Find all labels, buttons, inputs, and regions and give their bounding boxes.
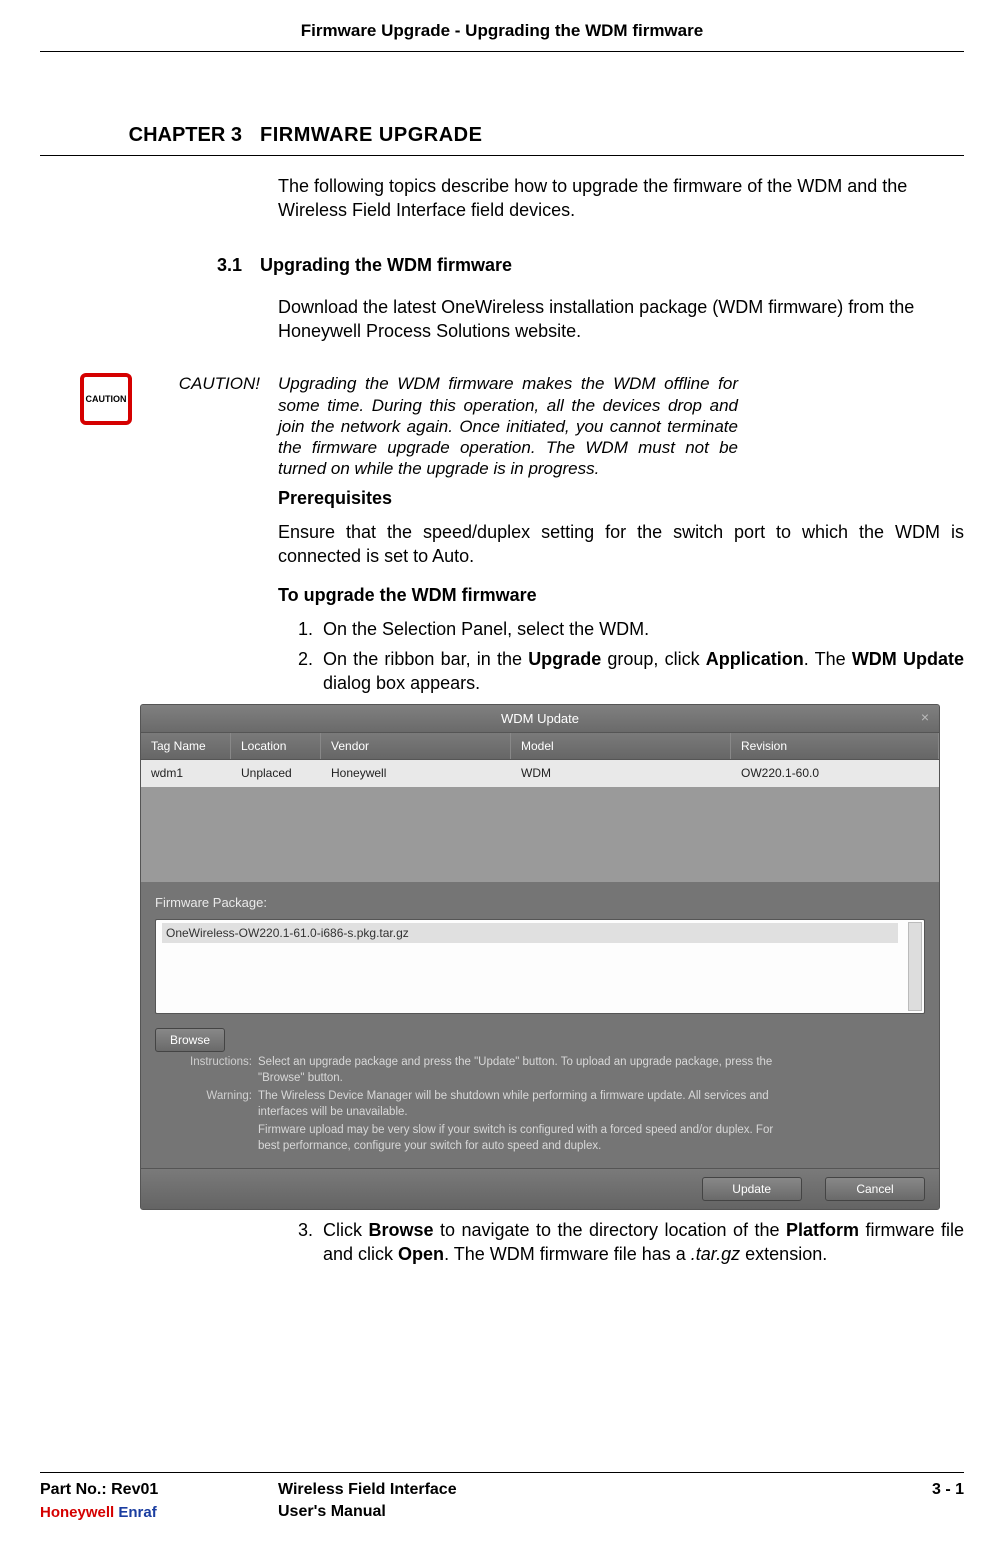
close-icon[interactable]: × (921, 708, 929, 727)
col-revision: Revision (731, 733, 939, 759)
update-button[interactable]: Update (702, 1177, 802, 1201)
step-text: Upgrade (528, 649, 601, 669)
warning-row-2: Firmware upload may be very slow if your… (173, 1123, 925, 1154)
cell-revision: OW220.1-60.0 (731, 760, 939, 786)
dialog-title: WDM Update (501, 711, 579, 726)
step-1: On the Selection Panel, select the WDM. (318, 617, 964, 641)
procedure-steps-cont: Click Browse to navigate to the director… (290, 1218, 964, 1267)
list-item[interactable]: OneWireless-OW220.1-61.0-i686-s.pkg.tar.… (162, 923, 898, 943)
chapter-title: FIRMWARE UPGRADE (260, 122, 482, 149)
procedure-heading: To upgrade the WDM firmware (278, 583, 964, 607)
firmware-package-label: Firmware Package: (155, 894, 925, 912)
wdm-update-dialog: WDM Update × Tag Name Location Vendor Mo… (140, 704, 940, 1210)
cell-model: WDM (511, 760, 731, 786)
browse-button[interactable]: Browse (155, 1028, 225, 1052)
step-text: On the ribbon bar, in the (323, 649, 528, 669)
brand-honeywell: Honeywell (40, 1504, 114, 1521)
section-number: 3.1 (40, 253, 260, 277)
warning-row: Warning: The Wireless Device Manager wil… (173, 1089, 925, 1120)
col-vendor: Vendor (321, 733, 511, 759)
instructions-label: Instructions: (173, 1055, 258, 1086)
running-header: Firmware Upgrade - Upgrading the WDM fir… (40, 20, 964, 52)
step-text: Application (706, 649, 804, 669)
brand-enraf: Enraf (114, 1504, 157, 1521)
grid-empty-area (141, 787, 939, 882)
chapter-number: CHAPTER 3 (40, 122, 260, 149)
prerequisites-heading: Prerequisites (278, 486, 964, 510)
footer-line2: User's Manual (278, 1501, 457, 1523)
procedure-steps: On the Selection Panel, select the WDM. … (290, 617, 964, 696)
step-text: group, click (601, 649, 706, 669)
dialog-footer: Update Cancel (141, 1168, 939, 1209)
instructions-row: Instructions: Select an upgrade package … (173, 1055, 925, 1086)
step-text: Browse (368, 1220, 433, 1240)
chapter-heading: CHAPTER 3 FIRMWARE UPGRADE (40, 122, 964, 156)
caution-block: CAUTION CAUTION! Upgrading the WDM firmw… (40, 373, 964, 479)
cell-location: Unplaced (231, 760, 321, 786)
step-text: WDM Update (852, 649, 964, 669)
chapter-intro: The following topics describe how to upg… (278, 174, 964, 223)
warning-text-2: Firmware upload may be very slow if your… (258, 1123, 778, 1154)
step-text: . The (804, 649, 852, 669)
section-title: Upgrading the WDM firmware (260, 253, 512, 277)
cell-tag: wdm1 (141, 760, 231, 786)
instructions-text: Select an upgrade package and press the … (258, 1055, 778, 1086)
step-2: On the ribbon bar, in the Upgrade group,… (318, 647, 964, 696)
cell-vendor: Honeywell (321, 760, 511, 786)
page-number: 3 - 1 (932, 1479, 964, 1501)
col-tag: Tag Name (141, 733, 231, 759)
warning-label-empty (173, 1123, 258, 1154)
step-text: Platform (786, 1220, 859, 1240)
table-row[interactable]: wdm1 Unplaced Honeywell WDM OW220.1-60.0 (141, 760, 939, 786)
col-location: Location (231, 733, 321, 759)
caution-icon: CAUTION (80, 373, 132, 425)
page-footer: Part No.: Rev01 Honeywell Enraf Wireless… (40, 1472, 964, 1523)
caution-label: CAUTION! (135, 373, 278, 479)
brand-logo: Honeywell Enraf (40, 1503, 278, 1523)
caution-text: Upgrading the WDM firmware makes the WDM… (278, 373, 738, 479)
step-text: extension. (740, 1244, 827, 1264)
firmware-package-section: Firmware Package: OneWireless-OW220.1-61… (141, 882, 939, 1168)
step-text: Click (323, 1220, 368, 1240)
step-text: dialog box appears. (323, 673, 480, 693)
section-heading: 3.1 Upgrading the WDM firmware (40, 253, 964, 277)
footer-line1: Wireless Field Interface (278, 1479, 457, 1501)
section-body: Download the latest OneWireless installa… (278, 295, 964, 344)
warning-text-1: The Wireless Device Manager will be shut… (258, 1089, 778, 1120)
scrollbar[interactable] (908, 922, 922, 1011)
firmware-package-list[interactable]: OneWireless-OW220.1-61.0-i686-s.pkg.tar.… (155, 919, 925, 1014)
prerequisites-text: Ensure that the speed/duplex setting for… (278, 520, 964, 569)
step-text: Open (398, 1244, 444, 1264)
grid-header: Tag Name Location Vendor Model Revision (141, 733, 939, 760)
cancel-button[interactable]: Cancel (825, 1177, 925, 1201)
warning-label: Warning: (173, 1089, 258, 1120)
step-text: to navigate to the directory location of… (434, 1220, 787, 1240)
col-model: Model (511, 733, 731, 759)
dialog-titlebar: WDM Update × (141, 705, 939, 734)
footer-title: Wireless Field Interface User's Manual (278, 1479, 457, 1522)
step-text: . The WDM firmware file has a (444, 1244, 691, 1264)
step-text: .tar.gz (691, 1244, 740, 1264)
part-number: Part No.: Rev01 (40, 1479, 278, 1501)
step-3: Click Browse to navigate to the director… (318, 1218, 964, 1267)
